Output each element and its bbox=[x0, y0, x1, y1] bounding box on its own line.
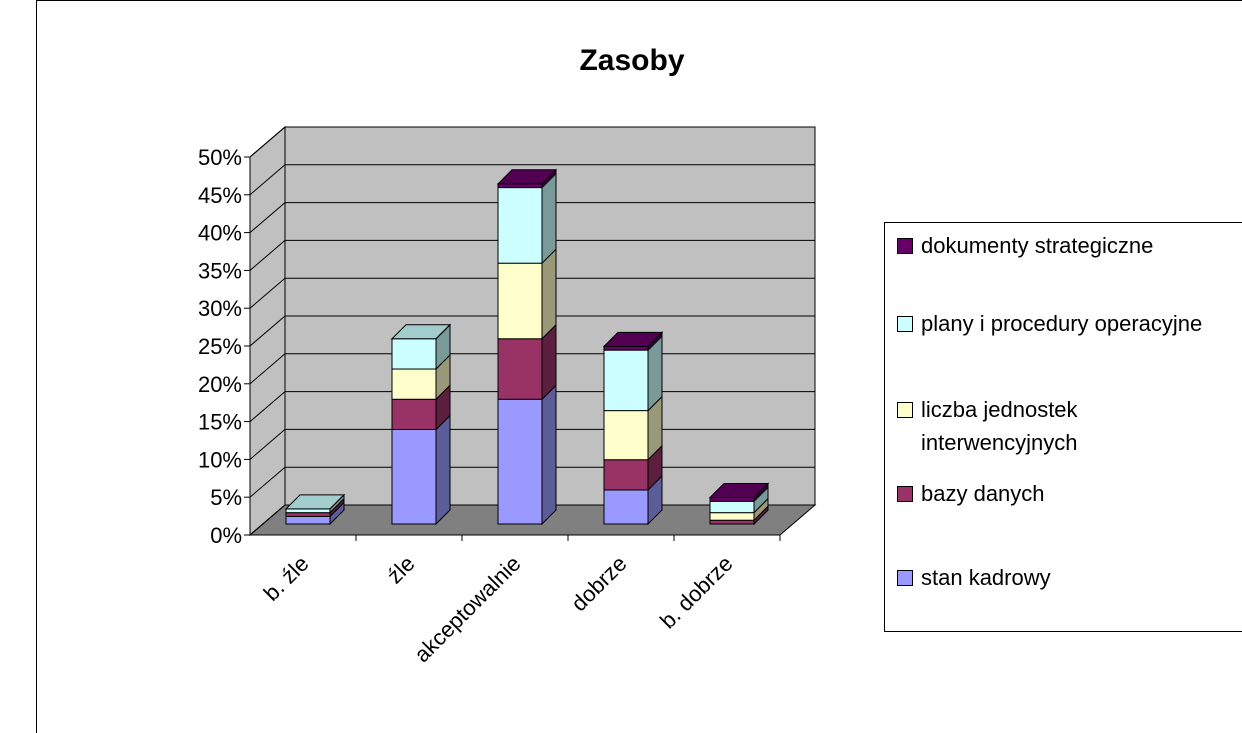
x-tick-label: dobrze bbox=[566, 551, 631, 616]
bar-side bbox=[541, 247, 557, 340]
chart-frame bbox=[36, 0, 1242, 733]
legend-swatch bbox=[897, 570, 913, 586]
bar-front bbox=[285, 508, 331, 514]
grid-line bbox=[249, 202, 815, 233]
legend-item: stan kadrowy bbox=[897, 561, 1227, 594]
y-tick-label: 35% bbox=[198, 258, 242, 283]
grid-line bbox=[249, 126, 815, 158]
y-tick-label: 40% bbox=[198, 221, 242, 246]
bar-front bbox=[709, 512, 755, 521]
bar-front bbox=[603, 459, 649, 491]
bar-segment bbox=[390, 323, 452, 371]
bar-front bbox=[497, 183, 543, 189]
bar-front bbox=[709, 500, 755, 514]
y-tick-label: 0% bbox=[210, 523, 242, 548]
legend-item: dokumenty strategiczne bbox=[897, 229, 1227, 262]
x-tick-label: b. źle bbox=[259, 551, 314, 606]
bar-side bbox=[541, 172, 557, 265]
bar-front bbox=[497, 398, 543, 525]
bar-front bbox=[603, 410, 649, 461]
bar-front bbox=[497, 262, 543, 340]
bar-front bbox=[603, 349, 649, 412]
legend-item: plany i procedury operacyjne bbox=[897, 307, 1227, 340]
bar-segment bbox=[497, 172, 557, 265]
bar-front bbox=[391, 429, 437, 525]
grid-line bbox=[249, 315, 815, 347]
y-tick-label: 5% bbox=[210, 485, 242, 510]
bar-segment bbox=[497, 384, 557, 526]
y-tick-label: 15% bbox=[198, 410, 242, 435]
bar-side bbox=[435, 324, 451, 340]
y-tick-label: 25% bbox=[198, 334, 242, 359]
bar-front bbox=[603, 345, 649, 351]
bar-top bbox=[708, 483, 770, 499]
y-tick-label: 10% bbox=[198, 447, 242, 472]
grid-line bbox=[249, 164, 815, 196]
bar-side bbox=[541, 384, 557, 526]
bar-front bbox=[709, 519, 755, 525]
bar-segment bbox=[391, 353, 451, 401]
bar-segment bbox=[602, 331, 664, 352]
bar-segment bbox=[435, 324, 451, 340]
legend: dokumenty strategiczne plany i procedury … bbox=[884, 222, 1242, 632]
bar-segment bbox=[329, 494, 345, 510]
bar-front bbox=[709, 497, 755, 502]
bar-segment bbox=[496, 168, 558, 189]
legend-label: dokumenty strategiczne bbox=[921, 233, 1154, 258]
x-tick-label: źle bbox=[382, 551, 420, 589]
legend-swatch bbox=[897, 316, 913, 332]
chart-title: Zasoby bbox=[579, 44, 684, 77]
y-tick-label: 30% bbox=[198, 296, 242, 321]
bar-front bbox=[603, 489, 649, 525]
grid-line bbox=[249, 277, 815, 309]
bar-segment bbox=[391, 414, 451, 526]
bar-top bbox=[496, 169, 558, 185]
bar-front bbox=[391, 398, 437, 431]
y-tick-label: 50% bbox=[198, 145, 242, 170]
bar-front bbox=[285, 512, 331, 517]
legend-label: stan kadrowy bbox=[921, 565, 1051, 590]
y-tick-label: 45% bbox=[198, 183, 242, 208]
bar-front bbox=[497, 338, 543, 400]
bar-side bbox=[435, 414, 451, 526]
legend-swatch bbox=[897, 402, 913, 418]
x-tick-label: b. dobrze bbox=[655, 551, 738, 634]
legend-item: bazy danych bbox=[897, 477, 1227, 510]
legend-label: bazy danych bbox=[921, 481, 1045, 506]
bar-front bbox=[391, 338, 437, 370]
bar-top bbox=[602, 331, 664, 347]
grid-line bbox=[249, 239, 815, 271]
bar-segment bbox=[285, 497, 345, 518]
bar-segment bbox=[603, 444, 663, 492]
legend-label: liczba jednostek interwencyjnych bbox=[921, 397, 1078, 455]
legend-swatch bbox=[897, 238, 913, 254]
bar-side bbox=[329, 494, 345, 510]
bar-front bbox=[497, 187, 543, 264]
legend-label: plany i procedury operacyjne bbox=[921, 311, 1203, 336]
bar-segment bbox=[603, 395, 663, 461]
bar-front bbox=[391, 368, 437, 400]
legend-item: liczba jednostek interwencyjnych bbox=[897, 393, 1227, 459]
bar-segment bbox=[497, 323, 557, 401]
bar-segment bbox=[603, 334, 663, 412]
bar-segment bbox=[603, 474, 663, 526]
bar-front bbox=[285, 515, 331, 525]
bar-segment bbox=[708, 482, 770, 503]
y-tick-label: 20% bbox=[198, 372, 242, 397]
legend-swatch bbox=[897, 486, 913, 502]
x-tick-label: akceptowalnie bbox=[409, 551, 525, 667]
